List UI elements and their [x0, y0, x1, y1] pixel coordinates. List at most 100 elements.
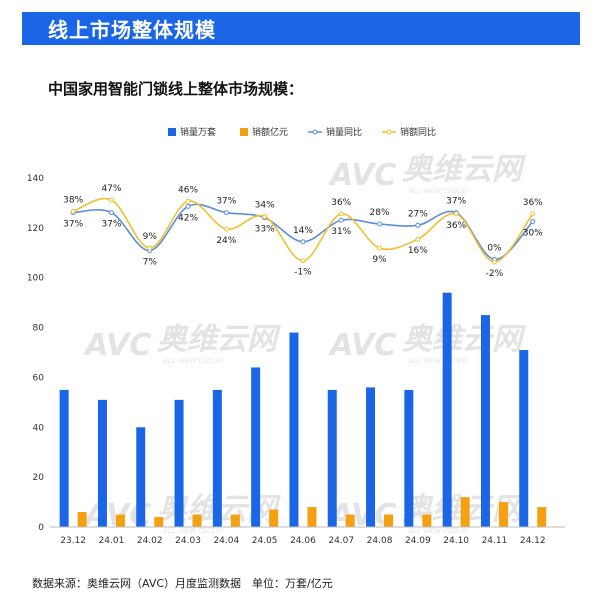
- x-tick-label: 24.07: [328, 536, 354, 546]
- bar-volume: [97, 399, 107, 527]
- data-label-revenue-yoy: 36%: [331, 198, 351, 208]
- banner-title: 线上市场整体规模: [48, 18, 216, 42]
- legend-swatch-revenue: [240, 128, 248, 136]
- point-volume-yoy: [185, 203, 191, 209]
- point-volume-yoy: [223, 210, 229, 216]
- point-revenue-yoy: [377, 245, 383, 251]
- watermark-en: ALL VIEW CLOUD: [162, 527, 223, 535]
- bar-volume: [289, 332, 299, 527]
- data-label-revenue-yoy: 47%: [101, 184, 121, 194]
- point-revenue-yoy: [491, 259, 497, 265]
- point-revenue-yoy: [453, 211, 459, 217]
- watermark-en: ALL VIEW CLOUD: [407, 187, 468, 195]
- bar-revenue: [345, 514, 355, 527]
- legend-label-revenue-yoy: 销额同比: [400, 126, 436, 138]
- data-label-revenue-yoy: 34%: [255, 200, 275, 210]
- y-tick-label: 40: [33, 423, 45, 433]
- footnote: 数据来源：奥维云网（AVC）月度监测数据 单位：万套/亿元: [32, 577, 333, 590]
- bar-volume: [366, 387, 376, 527]
- bar-volume: [59, 389, 69, 527]
- point-revenue-yoy: [70, 208, 76, 214]
- watermark-brand: AVC: [83, 328, 151, 363]
- legend-marker-revenue-yoy: [386, 129, 392, 135]
- bar-volume: [442, 292, 452, 527]
- bar-revenue: [154, 517, 164, 527]
- x-tick-label: 24.02: [137, 536, 163, 546]
- bar-volume: [404, 389, 414, 527]
- watermark-en: ALL VIEW CLOUD: [407, 527, 468, 535]
- x-tick-label: 24.01: [99, 536, 125, 546]
- banner-bar: [22, 12, 580, 45]
- data-label-revenue-yoy: 9%: [372, 255, 387, 265]
- point-revenue-yoy: [185, 198, 191, 204]
- bar-revenue: [192, 514, 202, 527]
- watermark-brand: AVC: [328, 158, 396, 193]
- bar-volume: [136, 427, 146, 527]
- bars: [59, 292, 547, 527]
- x-tick-label: 24.11: [482, 536, 508, 546]
- data-label-revenue-yoy: 36%: [523, 198, 543, 208]
- data-label-volume-yoy: 0%: [487, 243, 502, 253]
- data-label-revenue-yoy: 9%: [143, 232, 158, 242]
- data-label-volume-yoy: 42%: [178, 213, 198, 223]
- data-label-volume-yoy: 31%: [331, 227, 351, 237]
- legend-swatch-volume: [168, 128, 176, 136]
- bar-volume: [212, 389, 222, 527]
- data-label-revenue-yoy: -1%: [294, 268, 312, 278]
- bar-revenue: [77, 512, 87, 527]
- data-label-volume-yoy: 7%: [143, 258, 158, 268]
- point-revenue-yoy: [108, 197, 114, 203]
- data-label-volume-yoy: 37%: [446, 197, 466, 207]
- point-volume-yoy: [108, 210, 114, 216]
- data-label-revenue-yoy: -2%: [486, 269, 504, 279]
- x-tick-label: 23.12: [60, 536, 86, 546]
- bar-revenue: [384, 514, 394, 527]
- data-label-revenue-yoy: 36%: [446, 221, 466, 231]
- bar-volume: [174, 399, 184, 527]
- x-tick-label: 24.12: [520, 536, 546, 546]
- point-volume-yoy: [300, 239, 306, 245]
- watermark-cn: 奥维云网: [402, 152, 526, 187]
- data-label-volume-yoy: 30%: [523, 229, 543, 239]
- watermark-cn: 奥维云网: [402, 322, 526, 357]
- point-revenue-yoy: [338, 211, 344, 217]
- x-tick-label: 24.09: [405, 536, 431, 546]
- point-volume-yoy: [530, 219, 536, 225]
- x-tick-label: 24.05: [252, 536, 278, 546]
- data-label-revenue-yoy: 38%: [63, 195, 83, 205]
- data-label-volume-yoy: 28%: [370, 208, 390, 218]
- yoy-lines: [70, 197, 536, 265]
- y-tick-label: 60: [33, 373, 45, 383]
- point-volume-yoy: [338, 217, 344, 223]
- point-revenue-yoy: [147, 245, 153, 251]
- data-label-volume-yoy: 14%: [293, 226, 313, 236]
- y-tick-label: 0: [38, 523, 44, 533]
- bar-revenue: [115, 514, 125, 527]
- point-revenue-yoy: [300, 258, 306, 264]
- bar-revenue: [498, 502, 508, 527]
- bar-volume: [251, 367, 261, 527]
- legend-label-volume-yoy: 销量同比: [326, 126, 362, 138]
- x-tick-label: 24.10: [443, 536, 469, 546]
- y-tick-label: 140: [27, 174, 44, 184]
- point-revenue-yoy: [530, 211, 536, 217]
- y-tick-label: 20: [33, 473, 45, 483]
- watermark-en: ALL VIEW CLOUD: [162, 357, 223, 365]
- watermark-brand: AVC: [328, 328, 396, 363]
- x-tick-label: 24.04: [213, 536, 239, 546]
- data-label-volume-yoy: 33%: [255, 225, 275, 235]
- data-label-volume-yoy: 37%: [63, 220, 83, 230]
- x-tick-label: 24.03: [175, 536, 201, 546]
- watermark-cn: 奥维云网: [157, 322, 281, 357]
- point-revenue-yoy: [415, 236, 421, 242]
- y-axis: 0 20 40 60 80 100 120 140: [27, 174, 44, 533]
- bar-revenue: [230, 514, 240, 527]
- bar-revenue: [422, 514, 432, 527]
- bar-volume: [519, 350, 529, 527]
- x-axis: 23.12 24.01 24.02 24.03 24.04 24.05 24.06 24.07…: [60, 536, 545, 546]
- data-label-volume-yoy: 27%: [408, 209, 428, 219]
- y-tick-label: 120: [27, 224, 44, 234]
- data-label-volume-yoy: 37%: [101, 220, 121, 230]
